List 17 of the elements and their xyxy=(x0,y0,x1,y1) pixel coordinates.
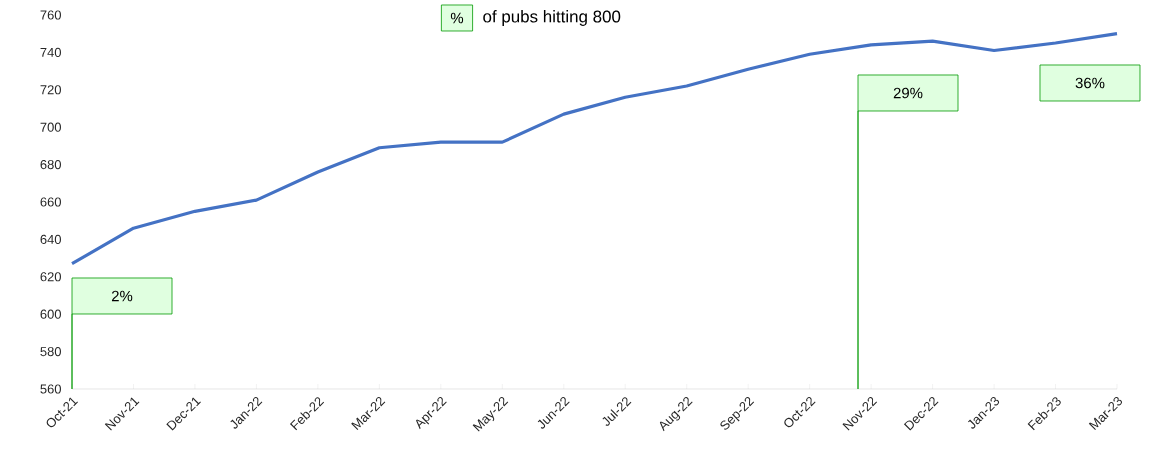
y-tick-label: 600 xyxy=(40,309,61,319)
chart-title: of pubs hitting 800 xyxy=(483,10,621,26)
line-series xyxy=(70,32,1119,266)
y-tick-label: 720 xyxy=(40,85,61,95)
y-tick-label: 700 xyxy=(40,122,61,132)
y-tick-label: 680 xyxy=(40,160,61,170)
y-tick-label: 640 xyxy=(40,234,61,244)
y-tick-label: 740 xyxy=(40,47,61,57)
annotation: 36% xyxy=(1075,77,1105,89)
y-tick-label: 560 xyxy=(40,384,61,394)
y-tick-label: 760 xyxy=(40,10,61,20)
y-tick-label: 660 xyxy=(40,197,61,207)
y-tick-label: 580 xyxy=(40,347,61,357)
annotation: 2% xyxy=(111,290,133,302)
annotation: 29% xyxy=(893,87,923,99)
annotation: % xyxy=(450,12,464,24)
y-tick-label: 620 xyxy=(40,272,61,282)
